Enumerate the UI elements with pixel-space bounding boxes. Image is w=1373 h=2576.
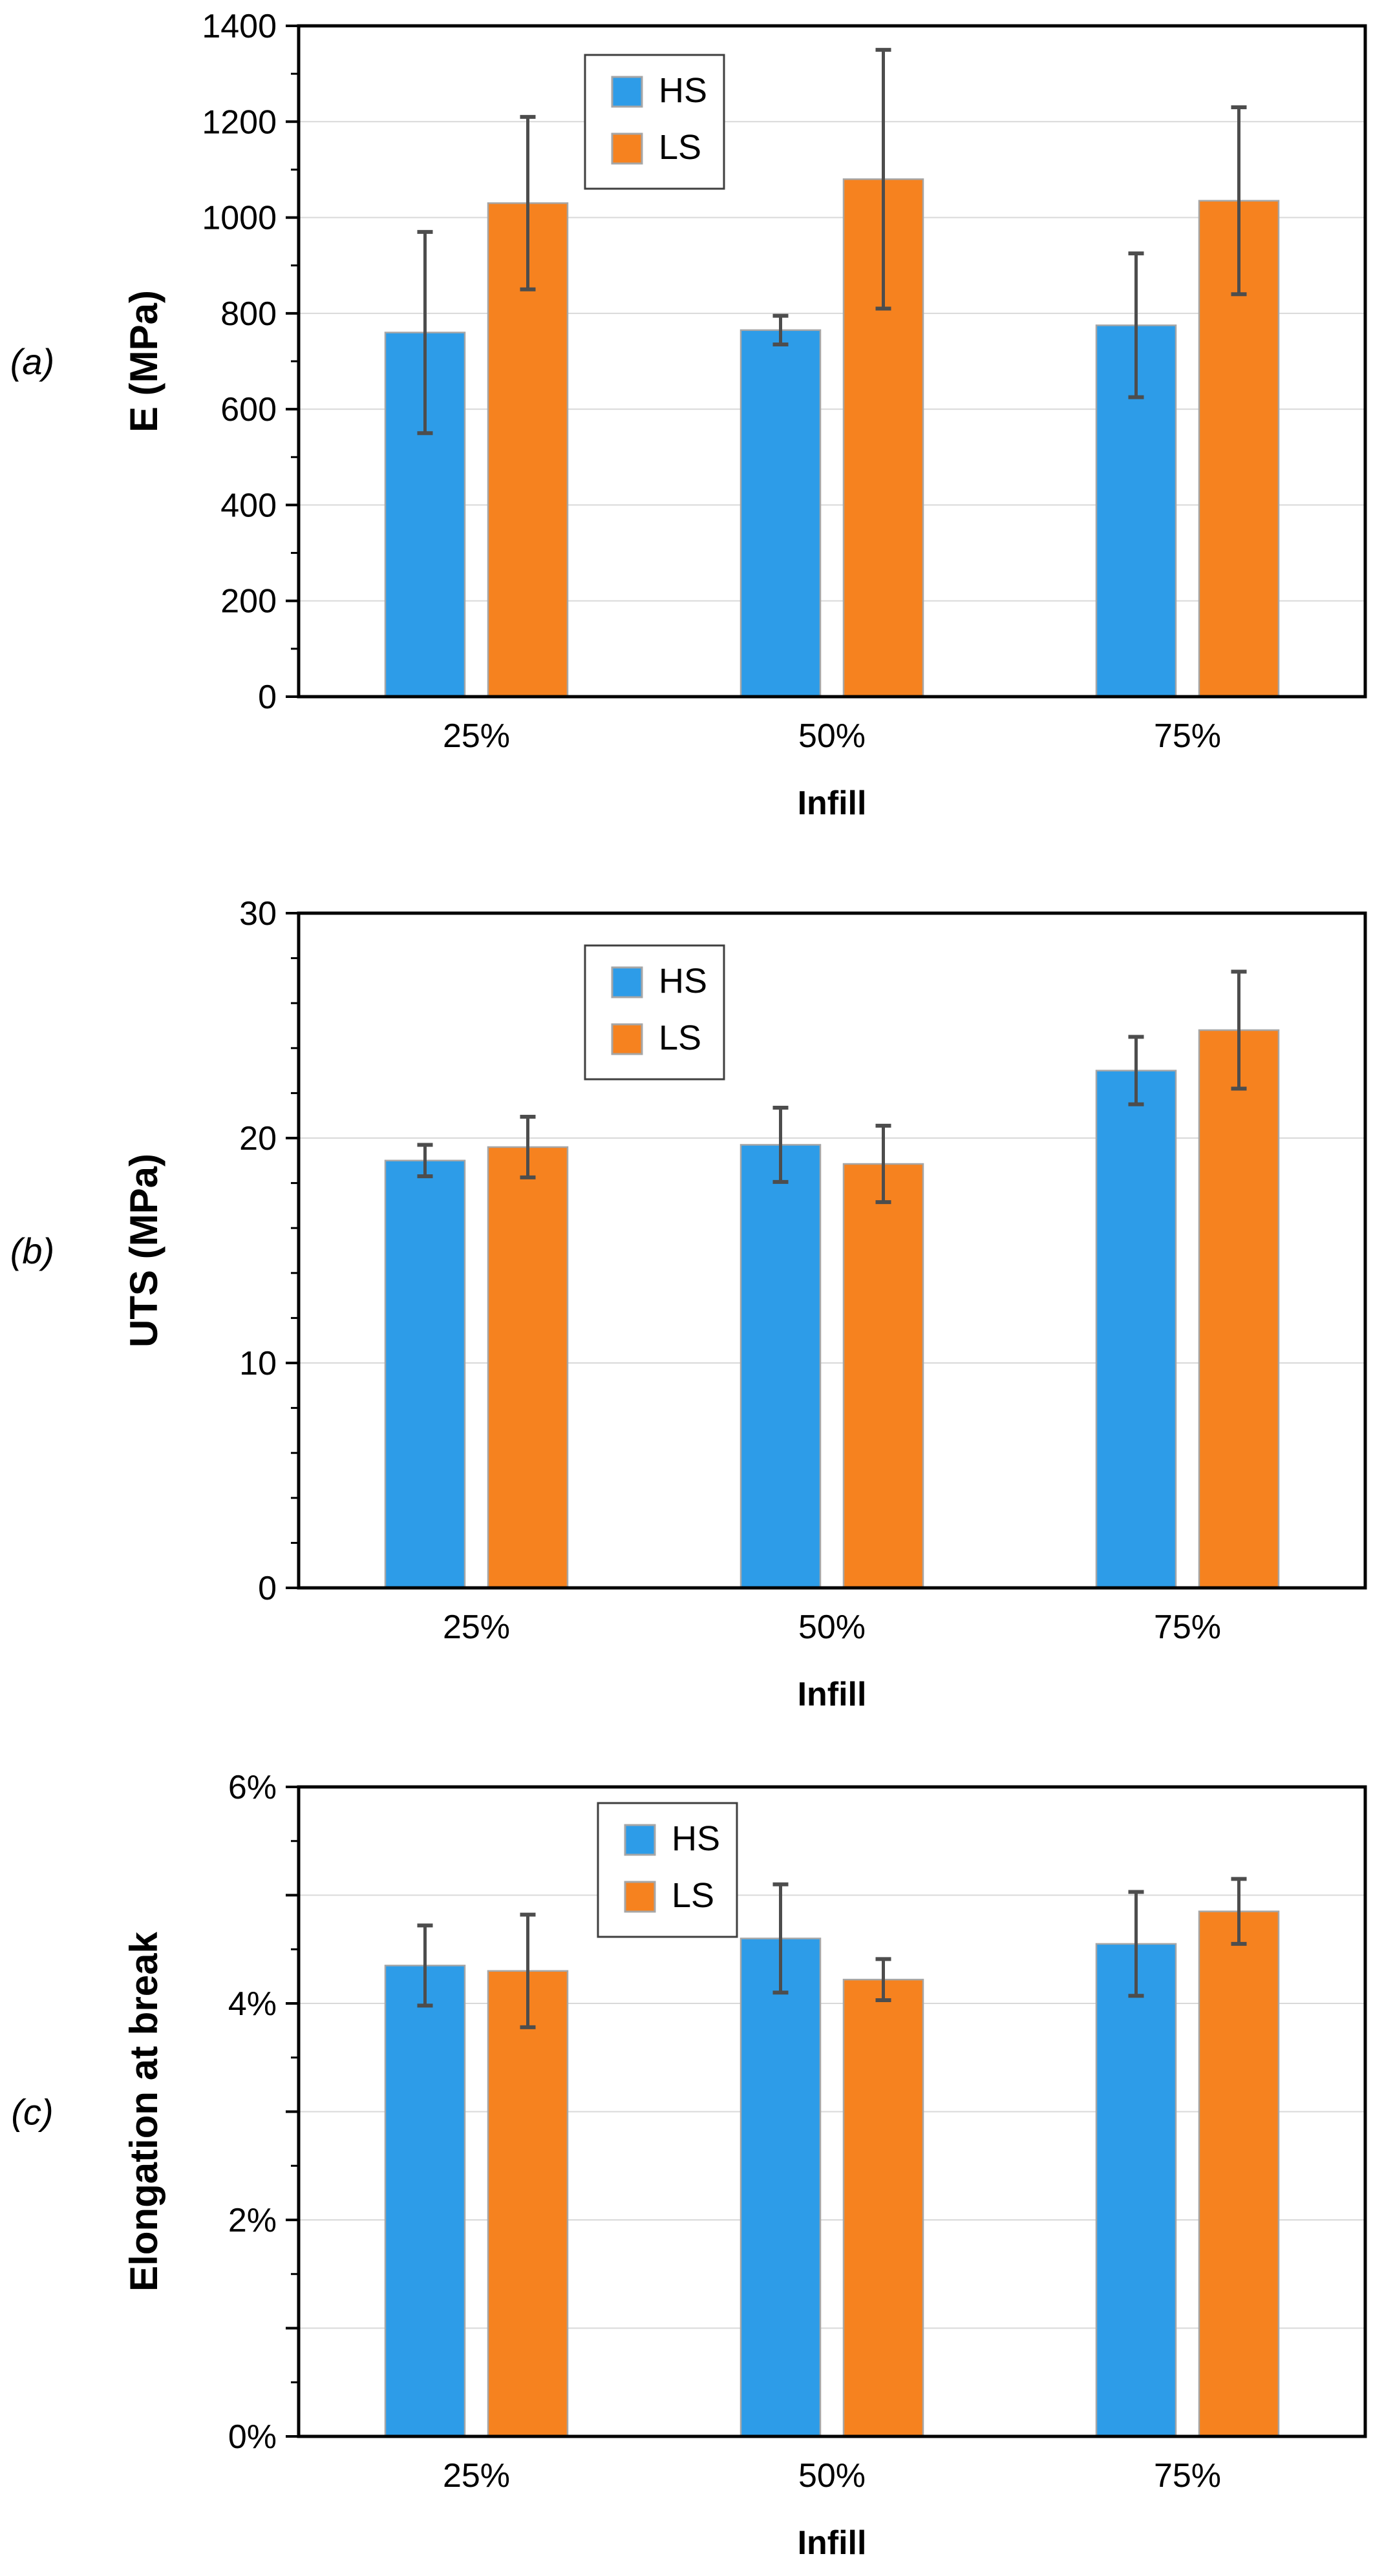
bar-hs-50 — [740, 1937, 822, 2438]
legend: HS LS — [584, 54, 725, 190]
y-axis-title: Elongation at break — [122, 1931, 165, 2291]
x-tick-label: 25% — [443, 717, 510, 755]
panel-label-a: (a) — [10, 341, 54, 382]
bar-ls-75 — [1198, 1910, 1280, 2438]
plot-border — [297, 1785, 1367, 2438]
y-tick-label: 0% — [228, 2418, 277, 2456]
legend-box — [597, 1802, 738, 1938]
bar-hs-50 — [740, 1144, 822, 1589]
error-bar-ls-25 — [520, 1114, 536, 1179]
legend-label-ls: LS — [672, 1876, 714, 1915]
panel-label-b: (b) — [10, 1230, 54, 1271]
legend-box — [584, 944, 725, 1081]
error-bar-hs-25 — [417, 1923, 433, 2008]
legend-swatch-ls — [611, 132, 643, 165]
bar-ls-50 — [842, 1163, 924, 1589]
y-tick-label: 1200 — [202, 103, 277, 141]
y-tick-label: 30 — [239, 895, 277, 933]
error-bar-ls-75 — [1231, 969, 1247, 1091]
legend-swatch-hs — [624, 1824, 656, 1856]
error-bar-ls-75 — [1231, 105, 1247, 297]
bar-hs-75 — [1095, 1943, 1177, 2438]
x-tick-label: 75% — [1154, 2457, 1221, 2495]
legend-label-hs: HS — [659, 71, 707, 110]
chart-panel-a: 0 200 400 600 800 1000 1200 1400 25% 50% 75% HS LS In… — [10, 8, 1367, 822]
y-tick-label: 2% — [228, 2202, 277, 2239]
error-bar-hs-50 — [772, 1882, 789, 1995]
bar-ls-50 — [842, 1978, 924, 2438]
bar-ls-25 — [487, 1146, 569, 1589]
legend-swatch-hs — [611, 76, 643, 108]
panel-label-c: (c) — [11, 2092, 53, 2133]
error-bar-hs-75 — [1128, 251, 1144, 399]
error-bar-hs-50 — [772, 313, 789, 347]
error-bar-ls-75 — [1231, 1877, 1247, 1946]
bar-hs-75 — [1095, 1070, 1177, 1589]
y-tick-label: 0 — [258, 1570, 277, 1607]
error-bar-hs-25 — [417, 229, 433, 436]
x-tick-label: 50% — [798, 717, 866, 755]
y-tick-label: 800 — [220, 295, 277, 333]
legend-swatch-ls — [624, 1881, 656, 1913]
x-axis-title: Infill — [798, 1676, 867, 1713]
x-tick-label: 25% — [443, 1609, 510, 1646]
legend: HS LS — [597, 1802, 738, 1938]
x-tick-label: 75% — [1154, 1609, 1221, 1646]
x-tick-label: 50% — [798, 2457, 866, 2495]
y-tick-label: 0 — [258, 679, 277, 716]
error-bar-hs-75 — [1128, 1035, 1144, 1106]
error-bar-hs-25 — [417, 1143, 433, 1179]
error-bar-ls-50 — [875, 1957, 891, 2002]
legend-label-hs: HS — [659, 962, 707, 1000]
y-tick-label: 200 — [220, 583, 277, 620]
chart-panel-b: 0 10 20 30 25% 50% 75% HS LS Infill UTS (MPa) (b) — [10, 895, 1367, 1713]
y-tick-label: 600 — [220, 391, 277, 428]
y-tick-label: 4% — [228, 1985, 277, 2023]
legend-box — [584, 54, 725, 190]
error-bar-hs-50 — [772, 1106, 789, 1184]
y-tick-label: 10 — [239, 1345, 277, 1382]
legend-swatch-ls — [611, 1023, 643, 1055]
x-tick-label: 25% — [443, 2457, 510, 2495]
x-tick-label: 75% — [1154, 717, 1221, 755]
x-axis-title: Infill — [798, 2524, 867, 2562]
x-axis-title: Infill — [798, 785, 867, 822]
y-axis-title: UTS (MPa) — [122, 1154, 165, 1347]
bar-hs-25 — [384, 1965, 466, 2438]
bar-hs-50 — [740, 329, 822, 698]
x-tick-label: 50% — [798, 1609, 866, 1646]
y-tick-label: 400 — [220, 487, 277, 524]
legend: HS LS — [584, 944, 725, 1081]
error-bar-hs-75 — [1128, 1890, 1144, 1998]
bar-ls-75 — [1198, 1029, 1280, 1589]
chart-panel-c: 0% 2% 4% 6% 25% 50% 75% HS LS Infill Elongation at… — [11, 1769, 1367, 2562]
y-tick-label: 1400 — [202, 8, 277, 45]
y-axis-title: E (MPa) — [122, 290, 165, 432]
legend-label-hs: HS — [672, 1819, 720, 1858]
legend-label-ls: LS — [659, 128, 701, 167]
y-tick-label: 6% — [228, 1769, 277, 1806]
plot-border — [297, 24, 1367, 699]
legend-swatch-hs — [611, 966, 643, 998]
y-tick-label: 20 — [239, 1120, 277, 1157]
legend-label-ls: LS — [659, 1019, 701, 1057]
error-bar-ls-25 — [520, 1912, 536, 2029]
y-tick-label: 1000 — [202, 200, 277, 237]
bar-ls-25 — [487, 1970, 569, 2438]
plot-border — [297, 911, 1367, 1590]
error-bar-ls-25 — [520, 114, 536, 291]
error-bar-ls-50 — [875, 48, 891, 311]
bar-hs-25 — [384, 1159, 466, 1589]
error-bar-ls-50 — [875, 1123, 891, 1205]
